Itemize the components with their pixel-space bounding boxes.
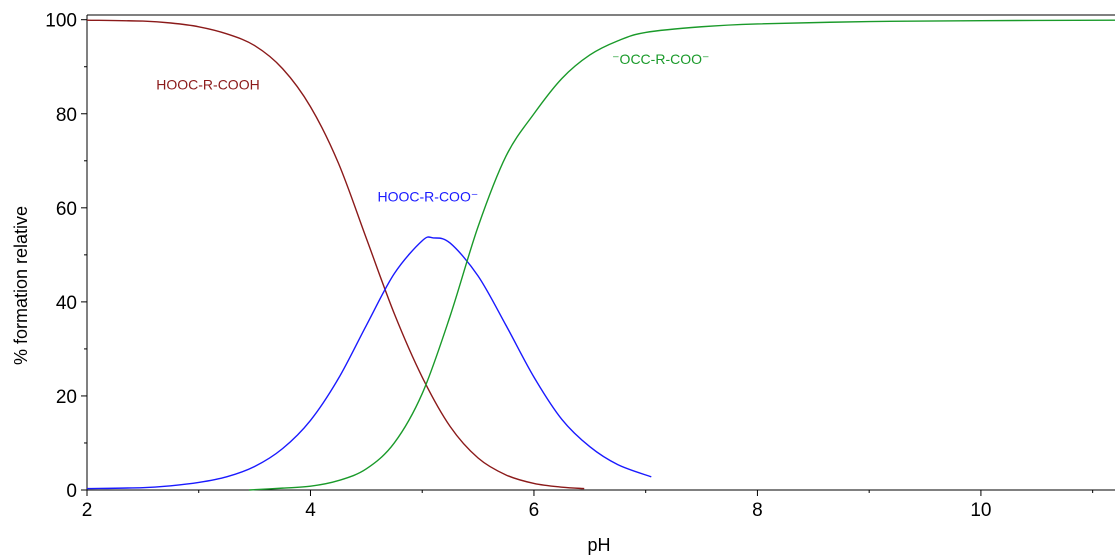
y-tick-label: 20 bbox=[56, 387, 77, 408]
y-tick-label: 40 bbox=[56, 293, 77, 314]
x-tick-label: 2 bbox=[82, 500, 93, 521]
x-tick-label: 8 bbox=[752, 500, 763, 521]
y-tick-label: 80 bbox=[56, 105, 77, 126]
series-line-0 bbox=[86, 19, 585, 490]
series-line-2 bbox=[248, 19, 1115, 491]
annotations: HOOC-R-COOH HOOC-R-COO⁻ ⁻OCC-R-COO⁻ bbox=[156, 51, 709, 205]
y-tick-label: 100 bbox=[45, 11, 77, 32]
series-annotation: HOOC-R-COOH bbox=[156, 76, 259, 92]
series-group bbox=[86, 19, 1115, 491]
series-line-1 bbox=[86, 236, 652, 490]
x-axis-title: pH bbox=[587, 535, 610, 555]
y-tick-label: 60 bbox=[56, 199, 77, 220]
y-axis-title: % formation relative bbox=[11, 206, 31, 365]
series-annotation: HOOC-R-COO⁻ bbox=[378, 189, 479, 205]
x-tick-label: 10 bbox=[970, 500, 991, 521]
x-tick-label: 4 bbox=[305, 500, 316, 521]
y-tick-label: 0 bbox=[66, 481, 77, 502]
series-annotation: ⁻OCC-R-COO⁻ bbox=[612, 51, 709, 67]
x-tick-label: 6 bbox=[529, 500, 540, 521]
